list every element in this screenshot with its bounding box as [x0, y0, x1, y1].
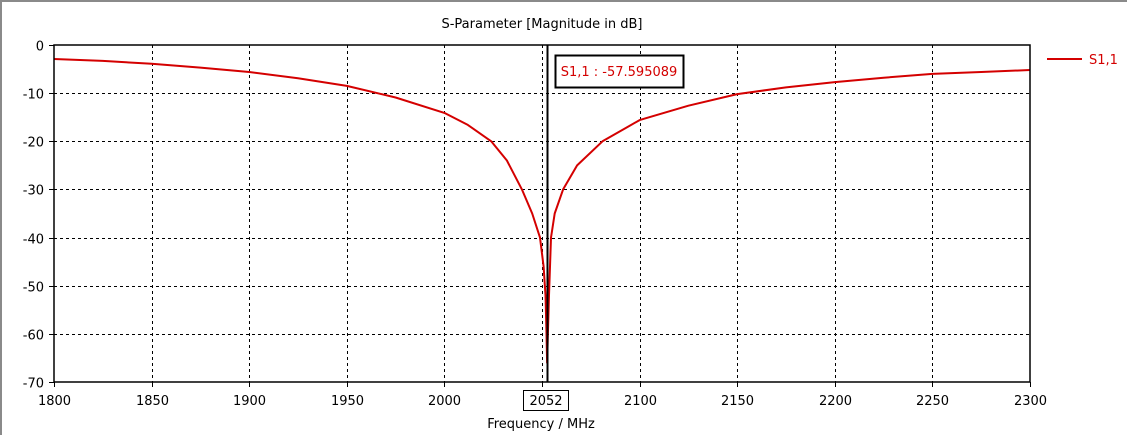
marker-value-label: S1,1 : -57.595089 [561, 65, 678, 80]
y-tick-label: 0 [36, 40, 44, 55]
marker-x-label: 2052 [529, 394, 562, 409]
y-tick-label: -60 [23, 329, 44, 344]
x-tick-label: 2100 [624, 394, 657, 409]
y-tick-label: -70 [23, 377, 44, 392]
x-tick-label: 1850 [136, 394, 169, 409]
x-tick-label: 2000 [428, 394, 461, 409]
marker-x-box [523, 390, 569, 411]
grid-lines [54, 45, 1030, 382]
x-tick-label: 1900 [233, 394, 266, 409]
x-axis-label: Frequency / MHz [487, 417, 595, 432]
x-tick-label: 1800 [38, 394, 71, 409]
legend-label-s11: S1,1 [1089, 53, 1118, 68]
x-tick-label: 2250 [916, 394, 949, 409]
x-tick-label: 2300 [1014, 394, 1047, 409]
marker-layer[interactable]: S1,1 : -57.595089 2052 [523, 45, 685, 411]
marker-value-box [554, 54, 685, 89]
y-tick-label: -30 [23, 184, 44, 199]
y-tick-label: -20 [23, 136, 44, 151]
x-tick-label: 2150 [721, 394, 754, 409]
legend[interactable]: S1,1 [1047, 53, 1118, 68]
axis-ticks: 1800 1850 1900 1950 2000 2100 2150 2200 2250 2300… [23, 40, 1047, 410]
chart-title: S-Parameter [Magnitude in dB] [441, 17, 642, 32]
y-tick-label: -50 [23, 281, 44, 296]
x-tick-label: 2200 [819, 394, 852, 409]
y-tick-label: -10 [23, 88, 44, 103]
x-tick-label: 1950 [331, 394, 364, 409]
y-tick-label: -40 [23, 233, 44, 248]
